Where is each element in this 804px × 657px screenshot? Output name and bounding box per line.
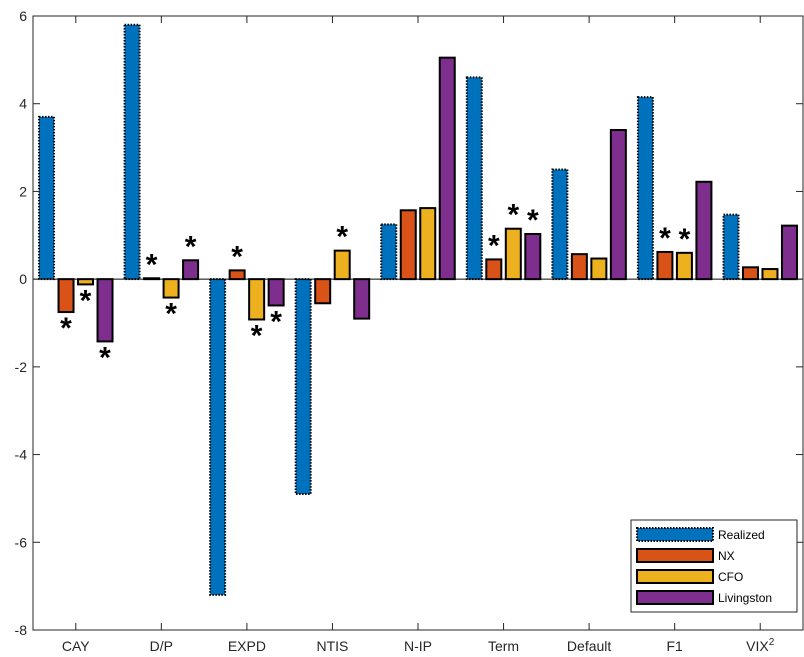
bar-cfo xyxy=(333,249,351,281)
bar-nx xyxy=(314,278,332,305)
bar-nx xyxy=(570,253,588,281)
significance-star: * xyxy=(270,305,282,338)
bar-nx xyxy=(741,266,759,281)
y-axis: -8 -6 -4 -2 0 2 4 6 xyxy=(15,8,803,638)
bars-layer xyxy=(38,23,798,596)
x-axis: CAY D/P EXPD NTIS N-IP Term Default F1 VIX2 xyxy=(62,16,775,654)
bar-realized xyxy=(294,278,312,496)
significance-star: * xyxy=(679,223,691,256)
significance-star: * xyxy=(231,240,243,273)
significance-star: * xyxy=(527,204,539,237)
significance-star: * xyxy=(185,230,197,263)
y-tick-label: 2 xyxy=(19,183,27,199)
bar-livingston xyxy=(609,129,627,281)
legend-label: NX xyxy=(718,549,735,563)
bar-realized xyxy=(380,223,398,281)
x-tick-label: F1 xyxy=(666,638,683,654)
significance-star: * xyxy=(251,319,263,352)
bar-cfo xyxy=(675,251,693,281)
legend-swatch xyxy=(636,527,714,542)
bar-livingston xyxy=(96,278,114,343)
x-tick-label: VIX2 xyxy=(746,637,775,654)
legend: Realized NX CFO Livingston xyxy=(630,519,798,613)
legend-label: CFO xyxy=(718,570,743,584)
x-tick-label: CAY xyxy=(62,638,90,654)
stars-layer: ** * * ** ********* xyxy=(60,199,690,375)
x-tick-label: Term xyxy=(488,638,519,654)
y-tick-label: 4 xyxy=(19,96,27,112)
bar-livingston xyxy=(780,224,798,281)
bar-livingston xyxy=(438,56,456,281)
y-tick-label: -2 xyxy=(15,359,28,375)
bar-realized xyxy=(38,115,56,281)
bar-cfo xyxy=(419,207,437,281)
bar-cfo xyxy=(761,268,779,281)
bar-cfo xyxy=(162,278,180,299)
legend-label: Realized xyxy=(718,528,765,542)
significance-star: * xyxy=(99,341,111,374)
significance-star: * xyxy=(488,229,500,262)
significance-star: * xyxy=(507,199,519,232)
x-tick-label: N-IP xyxy=(404,638,432,654)
bar-realized xyxy=(465,76,483,281)
bar-livingston xyxy=(353,278,371,320)
legend-swatch xyxy=(636,590,714,605)
significance-star: * xyxy=(336,221,348,254)
x-tick-label: EXPD xyxy=(228,638,266,654)
bar-cfo xyxy=(504,227,522,281)
bar-livingston xyxy=(524,232,542,281)
bar-realized xyxy=(722,213,740,281)
legend-label: Livingston xyxy=(718,591,772,605)
bar-cfo xyxy=(248,278,266,321)
significance-star: * xyxy=(60,312,72,345)
bar-realized xyxy=(636,96,654,281)
bar-realized xyxy=(209,278,227,596)
significance-star: * xyxy=(165,298,177,331)
significance-star: * xyxy=(80,284,92,317)
x-tick-label: D/P xyxy=(150,638,173,654)
bar-livingston xyxy=(267,278,285,307)
x-tick-superscript: 2 xyxy=(769,637,775,648)
bar-realized xyxy=(551,168,569,281)
y-tick-label: -4 xyxy=(15,447,28,463)
bar-cfo xyxy=(590,257,608,281)
legend-swatch xyxy=(636,569,714,584)
y-tick-label: -6 xyxy=(15,534,28,550)
bar-nx xyxy=(656,250,674,281)
bar-livingston xyxy=(695,180,713,281)
bar-nx xyxy=(399,209,417,281)
significance-star: * xyxy=(146,248,158,281)
bar-nx xyxy=(57,278,75,314)
y-tick-label: 6 xyxy=(19,8,27,24)
y-tick-label: 0 xyxy=(19,271,27,287)
bar-realized xyxy=(123,23,141,281)
legend-swatch xyxy=(636,548,714,563)
x-tick-label: NTIS xyxy=(316,638,348,654)
y-tick-label: -8 xyxy=(15,622,28,638)
significance-star: * xyxy=(659,222,671,255)
x-tick-label: Default xyxy=(567,638,611,654)
